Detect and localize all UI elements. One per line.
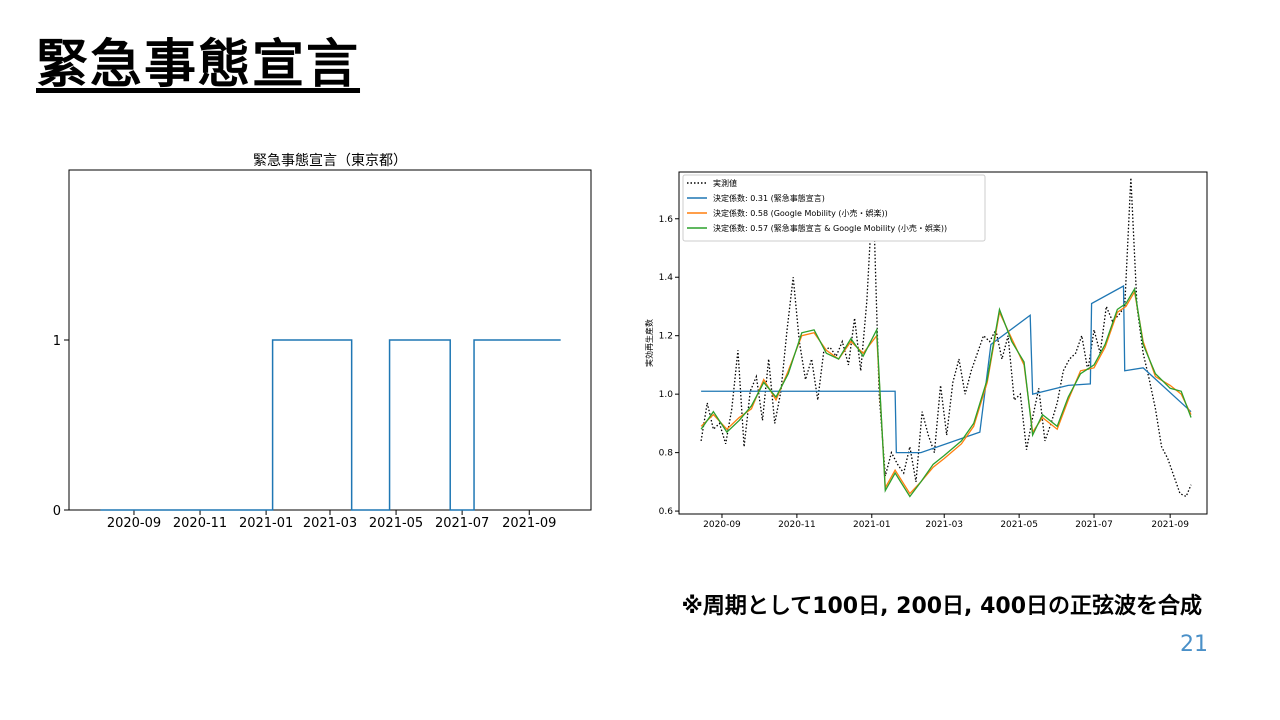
legend-box (682, 174, 986, 242)
left-chart-x-tick-label: 2020-09 (107, 516, 161, 531)
right-chart-frame (678, 171, 1208, 515)
slide-title: 緊急事態宣言 (36, 35, 361, 95)
right-chart-series (700, 177, 1192, 498)
footnote: ※周期として100日, 200日, 400日の正弦波を合成 (681, 594, 1202, 619)
right-chart-y-tick-label: 0.8 (659, 449, 674, 459)
left-chart-y-tick-label: 0 (53, 504, 61, 519)
right-chart-x-tick-label: 2021-07 (1075, 520, 1113, 530)
left-chart-y-tick-label: 1 (53, 334, 61, 349)
right-chart-y-tick-label: 1.2 (659, 332, 673, 342)
right-chart-y-tick-label: 1.4 (659, 273, 674, 283)
left-chart-x-tick-label: 2021-09 (502, 516, 556, 531)
left-chart-x-tick-label: 2021-05 (369, 516, 423, 531)
left-chart: 緊急事態宣言（東京都） 2020-09 2020-11 2021-01 2021-03… (53, 153, 592, 531)
left-chart-ticks: 2020-09 2020-11 2021-01 2021-03 2021-05 2021-… (53, 334, 557, 531)
legend-label: 決定係数: 0.31 (緊急事態宣言) (713, 193, 825, 203)
right-chart-x-tick-label: 2021-03 (925, 520, 963, 530)
page-number: 21 (1180, 632, 1208, 657)
mobility-fit-line (700, 289, 1192, 495)
legend-label: 実測値 (713, 178, 737, 188)
left-chart-x-tick-label: 2021-03 (303, 516, 357, 531)
legend-label: 決定係数: 0.58 (Google Mobility (小売・娯楽)) (713, 208, 888, 218)
right-chart-y-tick-label: 0.6 (659, 507, 674, 517)
legend-label: 決定係数: 0.57 (緊急事態宣言 & Google Mobility (小売… (713, 223, 947, 233)
right-chart-y-tick-label: 1.6 (659, 215, 674, 225)
right-chart-x-tick-label: 2020-09 (703, 520, 741, 530)
combined-fit-line (700, 287, 1192, 498)
left-chart-x-tick-label: 2020-11 (173, 516, 227, 531)
right-chart-ylabel: 実効再生産数 (644, 319, 654, 367)
right-chart-x-tick-label: 2021-01 (853, 520, 891, 530)
right-chart-ticks: 2020-09 2020-11 2021-01 2021-03 2021-05 2021-… (659, 215, 1190, 530)
right-chart-x-tick-label: 2021-09 (1151, 520, 1189, 530)
left-chart-series (100, 339, 561, 511)
left-chart-title: 緊急事態宣言（東京都） (253, 153, 407, 169)
right-chart: 実効再生産数 2020-09 2020-11 2021-01 2021-03 2021-… (644, 171, 1208, 530)
left-chart-series-line (100, 339, 561, 511)
left-chart-x-tick-label: 2021-07 (435, 516, 489, 531)
right-chart-y-tick-label: 1.0 (659, 390, 674, 400)
left-chart-x-tick-label: 2021-01 (239, 516, 293, 531)
declaration-fit-line (701, 284, 1192, 454)
right-chart-x-tick-label: 2020-11 (778, 520, 816, 530)
actual-series-line (700, 177, 1192, 498)
right-chart-x-tick-label: 2021-05 (1000, 520, 1038, 530)
